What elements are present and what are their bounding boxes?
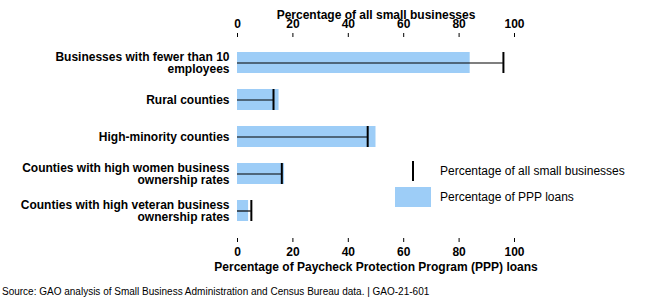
html-text:Percentage of PPP loans: Percentage of PPP loans	[440, 190, 574, 204]
svg-text:Percentage of Paycheck Protect: Percentage of Paycheck Protection Progra…	[214, 260, 538, 274]
html-text:Percentage of all small busine: Percentage of all small businesses	[440, 164, 625, 178]
svg-text:0: 0	[234, 245, 241, 259]
svg-text:40: 40	[341, 16, 355, 31]
svg-text:40: 40	[342, 245, 356, 259]
html-text:Source: GAO analysis of Small: Source: GAO analysis of Small Business A…	[2, 286, 430, 297]
svg-text:20: 20	[286, 16, 300, 31]
svg-text:0: 0	[234, 17, 241, 31]
svg-text:100: 100	[504, 245, 524, 259]
svg-text:100: 100	[504, 17, 524, 31]
svg-text:Percentage of all small busine: Percentage of all small businesses	[277, 8, 476, 22]
svg-text:60: 60	[397, 16, 411, 31]
svg-text:Counties with high women busin: Counties with high women businessownersh…	[22, 161, 230, 187]
svg-text:High-minority counties: High-minority counties	[99, 130, 230, 144]
svg-text:Rural counties: Rural counties	[146, 93, 230, 107]
svg-text:20: 20	[286, 245, 300, 259]
svg-text:60: 60	[397, 245, 411, 259]
svg-text:Counties with high veteran bus: Counties with high veteran businessowner…	[21, 198, 230, 224]
svg-text:80: 80	[452, 16, 466, 31]
svg-text:80: 80	[452, 245, 466, 259]
svg-text:Businesses with fewer than 10e: Businesses with fewer than 10employees	[55, 50, 229, 76]
